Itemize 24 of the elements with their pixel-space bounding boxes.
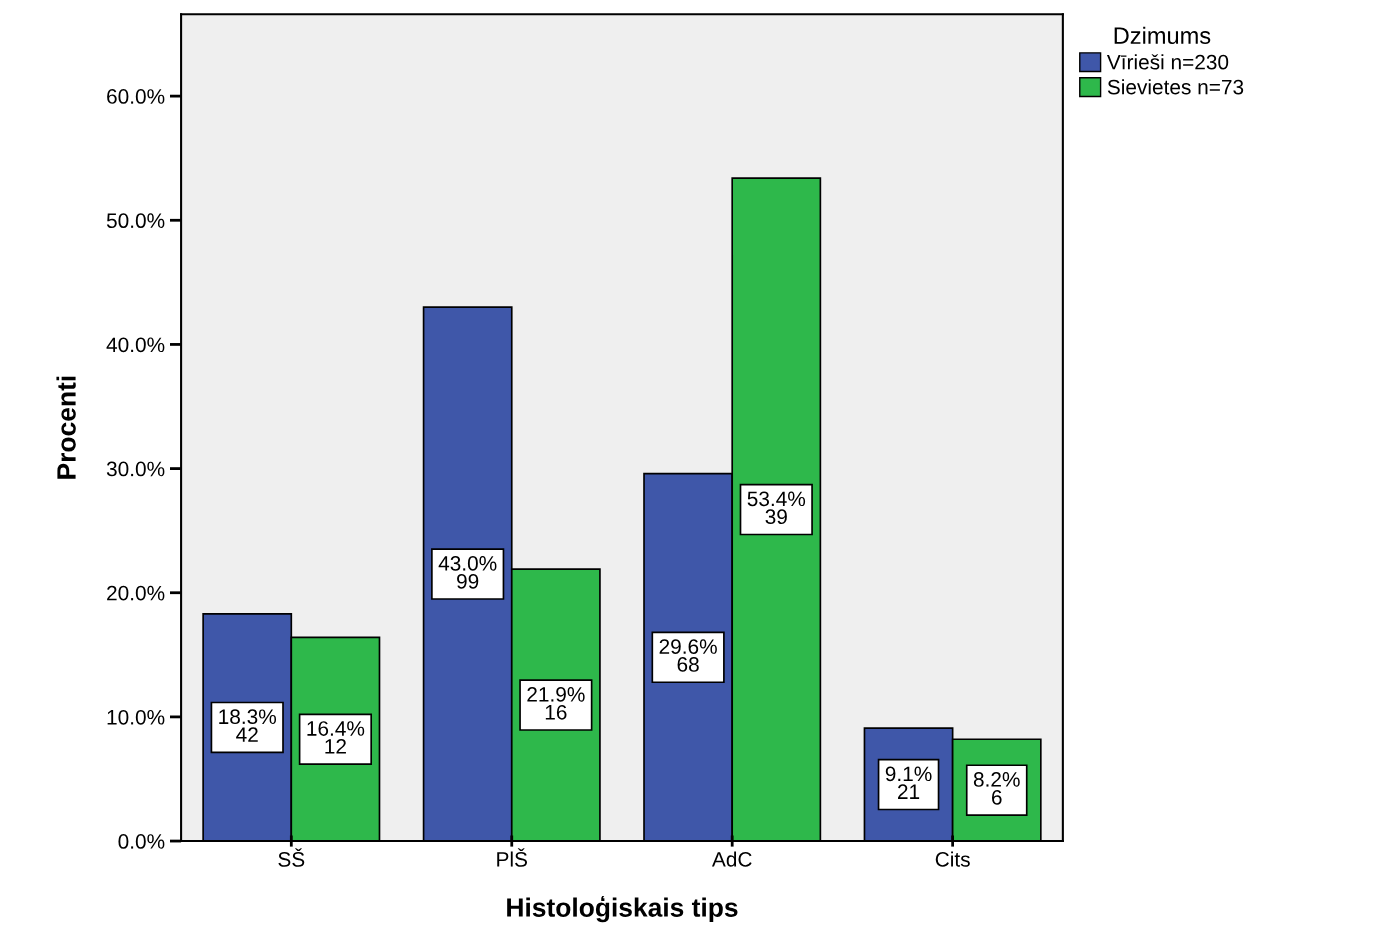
data-label: 53.4% 39 — [747, 491, 806, 525]
y-axis-title: Procenti — [56, 376, 76, 479]
data-label: 16.4% 12 — [307, 721, 365, 754]
legend-label: Vīrieši n=230 — [1106, 54, 1229, 70]
y-tick-label: 50.0% — [106, 213, 165, 229]
y-tick-label: 60.0% — [107, 89, 165, 104]
data-label: 21.9% 16 — [527, 686, 585, 720]
data-label: 8.2% 6 — [973, 772, 1020, 805]
legend-label: Sievietes n=73 — [1107, 79, 1244, 95]
x-axis-title: Histoloģiskais tips — [507, 895, 738, 923]
x-tick-label: PlŠ — [497, 848, 528, 867]
y-tick-label: 40.0% — [106, 337, 165, 353]
x-tick-label: Cits — [935, 851, 970, 867]
y-tick-label: 10.0% — [107, 709, 165, 725]
data-label: 9.1% 21 — [885, 766, 932, 799]
y-tick-label: 20.0% — [107, 585, 165, 601]
data-label: 29.6% 68 — [659, 639, 717, 672]
data-label: 18.3% 42 — [219, 709, 277, 742]
x-tick-label: SŠ — [278, 848, 305, 867]
x-tick-label: AdC — [711, 851, 752, 867]
legend-title: Dzimums — [1114, 26, 1211, 45]
y-tick-label: 0.0% — [118, 834, 165, 849]
data-label: 43.0% 99 — [438, 556, 497, 589]
y-tick-label: 30.0% — [106, 461, 165, 477]
